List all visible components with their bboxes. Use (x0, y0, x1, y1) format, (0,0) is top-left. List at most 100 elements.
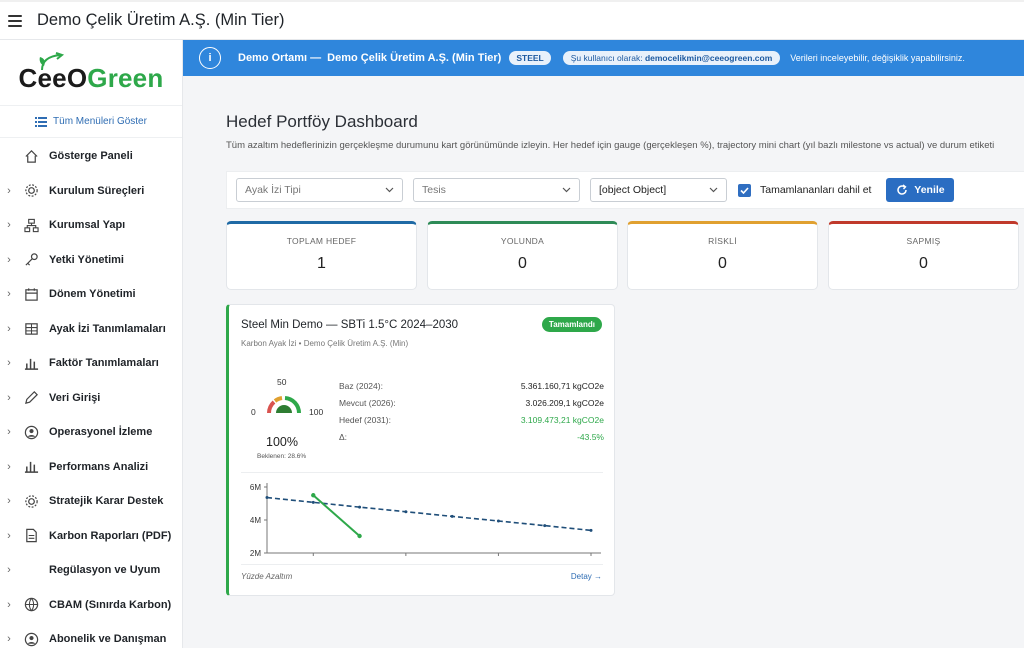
chevron-right-icon: › (7, 288, 11, 301)
org-icon (23, 217, 39, 233)
logo-text-part2: Green (87, 63, 164, 93)
kpi-value: 0 (919, 255, 928, 272)
main-content: Hedef Portföy Dashboard Tüm azaltım hede… (183, 76, 1024, 648)
milestone-point (589, 528, 593, 532)
sidebar-item-ayak-i-zi-tan-mlamalar[interactable]: › Ayak İzi Tanımlamaları (0, 312, 182, 347)
target-card-title: Steel Min Demo — SBTi 1.5°C 2024–2030 (241, 319, 459, 331)
kpi-label: TOPLAM HEDEF (286, 236, 357, 246)
kpi-label: SAPMIŞ (906, 236, 941, 246)
gauge-min-label: 0 (251, 407, 256, 417)
y-tick-label: 4M (250, 516, 261, 525)
refresh-icon (897, 184, 908, 195)
sidebar-item-g-sterge-paneli[interactable]: Gösterge Paneli (0, 139, 182, 174)
kpi-total-targets: TOPLAM HEDEF 1 (226, 221, 417, 290)
sidebar-item-d-nem-y-netimi[interactable]: › Dönem Yönetimi (0, 277, 182, 312)
sidebar-item-label: Ayak İzi Tanımlamaları (49, 322, 166, 335)
sidebar-item-performans-analizi[interactable]: › Performans Analizi (0, 450, 182, 485)
page-description: Tüm azaltım hedeflerinizin gerçekleşme d… (226, 140, 995, 151)
app-title: Demo Çelik Üretim A.Ş. (Min Tier) (37, 11, 285, 29)
sidebar-item-kurulum-s-re-leri[interactable]: › Kurulum Süreçleri (0, 174, 182, 209)
sidebar-item-reg-lasyon-ve-uyum[interactable]: › Regülasyon ve Uyum (0, 553, 182, 588)
sidebar: CeeOGreen Tüm Menüleri Göster Gösterge P… (0, 40, 183, 648)
tier-badge: STEEL (509, 51, 551, 65)
kpi-on-track: YOLUNDA 0 (427, 221, 618, 290)
sidebar-item-label: Veri Girişi (49, 391, 101, 404)
user-circle-icon (23, 631, 39, 647)
footprint-type-select[interactable]: Ayak İzi Tipi (236, 178, 403, 202)
footprint-type-placeholder: Ayak İzi Tipi (245, 184, 301, 196)
banner-company: Demo Çelik Üretim A.Ş. (Min Tier) (327, 52, 502, 64)
sidebar-item-label: Faktör Tanımlamaları (49, 357, 159, 370)
kpi-value: 0 (718, 255, 727, 272)
page-title: Hedef Portföy Dashboard (226, 112, 418, 131)
sidebar-item-veri-giri-i[interactable]: › Veri Girişi (0, 381, 182, 416)
third-filter-value: [object Object] (599, 184, 667, 196)
sidebar-item-label: Kurulum Süreçleri (49, 184, 145, 197)
sidebar-item-kurumsal-yap[interactable]: › Kurumsal Yapı (0, 208, 182, 243)
hamburger-menu-icon[interactable] (8, 14, 22, 27)
logo-text: CeeOGreen (19, 63, 164, 94)
include-completed-checkbox[interactable] (738, 183, 751, 197)
calendar-icon (23, 286, 39, 302)
milestone-point (265, 496, 269, 500)
metric-value: 5.361.160,71 kgCO2e (520, 381, 604, 391)
refresh-button[interactable]: Yenile (886, 178, 955, 202)
sidebar-item-stratejik-karar-destek[interactable]: › Stratejik Karar Destek (0, 484, 182, 519)
metric-delta: Δ: -43.5% (339, 432, 604, 442)
demo-banner: i Demo Ortamı — Demo Çelik Üretim A.Ş. (… (183, 40, 1024, 76)
sidebar-item-abonelik-ve-dan-man[interactable]: › Abonelik ve Danışman (0, 622, 182, 648)
detail-link[interactable]: Detay → (570, 572, 602, 581)
home-icon (23, 148, 39, 164)
chevron-right-icon: › (7, 219, 11, 232)
sidebar-item-yetki-y-netimi[interactable]: › Yetki Yönetimi (0, 243, 182, 278)
sidebar-item-fakt-r-tan-mlamalar[interactable]: › Faktör Tanımlamaları (0, 346, 182, 381)
sidebar-item-label: Kurumsal Yapı (49, 219, 126, 232)
target-card[interactable]: Steel Min Demo — SBTi 1.5°C 2024–2030 Ka… (226, 304, 615, 596)
chevron-right-icon: › (7, 460, 11, 473)
sidebar-item-karbon-raporlar-pdf[interactable]: › Karbon Raporları (PDF) (0, 519, 182, 554)
chart-bar-icon (23, 459, 39, 475)
user-badge: Şu kullanıcı olarak: democelikmin@ceeogr… (562, 51, 781, 65)
trajectory-chart: 6M 4M 2M (250, 483, 601, 558)
actual-point (357, 533, 362, 539)
y-tick-label: 2M (250, 549, 261, 558)
user-circle-icon (23, 424, 39, 440)
gauge-mid-label: 50 (277, 377, 287, 387)
sidebar-item-label: Abonelik ve Danışman (49, 633, 167, 646)
gauge-max-label: 100 (309, 407, 324, 417)
milestone-point (496, 519, 500, 523)
facility-placeholder: Tesis (422, 184, 446, 196)
kpi-deviated: SAPMIŞ 0 (828, 221, 1019, 290)
sidebar-item-operasyonel-i-zleme[interactable]: › Operasyonel İzleme (0, 415, 182, 450)
sidebar-item-label: Stratejik Karar Destek (49, 495, 164, 508)
kpi-value: 1 (317, 255, 326, 272)
card-footer-divider (241, 564, 603, 565)
metric-label: Hedef (2031): (339, 415, 391, 425)
sidebar-item-label: Operasyonel İzleme (49, 426, 153, 439)
chevron-right-icon: › (7, 322, 11, 335)
metric-value: 3.109.473,21 kgCO2e (520, 415, 604, 425)
status-badge: Tamamlandı (541, 317, 602, 332)
gauge-expected: Beklenen: 28.6% (257, 453, 307, 460)
sidebar-item-label: Gösterge Paneli (49, 150, 133, 163)
chevron-right-icon: › (7, 633, 11, 646)
list-icon (35, 116, 48, 127)
metric-value: 3.026.209,1 kgCO2e (525, 398, 604, 408)
logo[interactable]: CeeOGreen (0, 40, 182, 106)
sidebar-item-cbam-s-n-rda-karbon[interactable]: › CBAM (Sınırda Karbon) (0, 588, 182, 623)
chevron-down-icon (708, 185, 718, 195)
actual-point (311, 493, 316, 498)
sidebar-item-label: CBAM (Sınırda Karbon) (49, 598, 172, 611)
top-bar: Demo Çelik Üretim A.Ş. (Min Tier) (0, 0, 1024, 40)
gear-icon (23, 493, 39, 509)
kpi-label: RİSKLİ (708, 236, 737, 246)
chevron-right-icon: › (7, 495, 11, 508)
kpi-at-risk: RİSKLİ 0 (627, 221, 818, 290)
show-all-menus-link[interactable]: Tüm Menüleri Göster (0, 106, 182, 138)
milestone-point (404, 510, 408, 514)
blank-icon (23, 562, 39, 578)
facility-select[interactable]: Tesis (413, 178, 580, 202)
third-filter-select[interactable]: [object Object] (590, 178, 727, 202)
chevron-right-icon: › (7, 564, 11, 577)
milestone-point (358, 505, 362, 509)
